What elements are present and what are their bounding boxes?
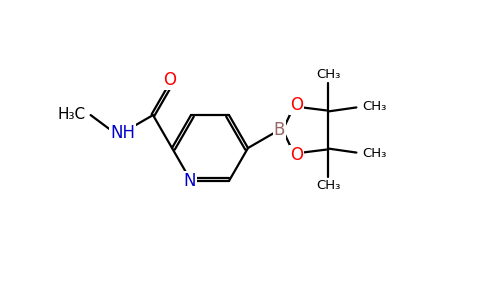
Text: CH₃: CH₃ [362, 147, 387, 160]
Text: O: O [290, 96, 303, 114]
Text: O: O [290, 146, 303, 164]
Text: CH₃: CH₃ [316, 179, 341, 192]
Text: CH₃: CH₃ [316, 68, 341, 81]
Text: NH: NH [110, 124, 136, 142]
Text: CH₃: CH₃ [362, 100, 387, 113]
Text: O: O [164, 71, 177, 89]
Text: B: B [273, 121, 285, 139]
Text: H₃C: H₃C [58, 106, 86, 122]
Text: N: N [184, 172, 196, 190]
